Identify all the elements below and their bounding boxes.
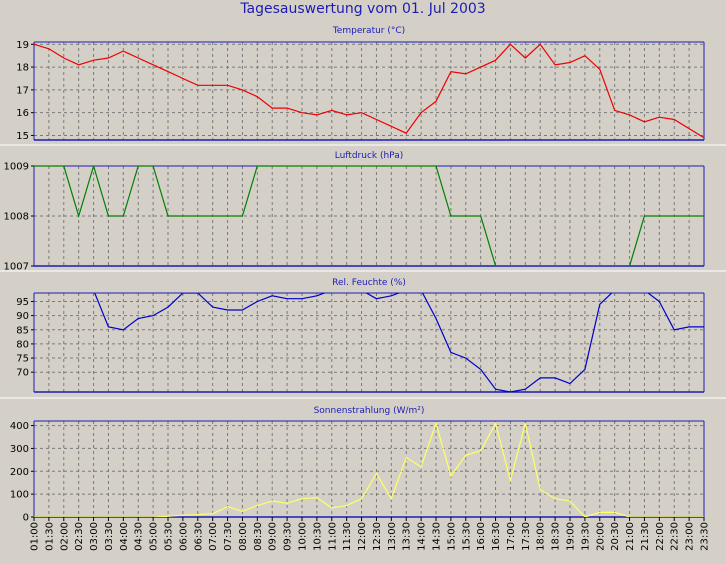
series-line-humidity — [94, 293, 704, 392]
y-tick-label: 1008 — [4, 212, 29, 223]
x-tick-label: 21:00 — [625, 522, 636, 551]
y-tick-label: 19 — [16, 40, 29, 51]
x-tick-label: 23:30 — [700, 522, 711, 551]
plot-area — [34, 166, 704, 266]
y-tick-label: 15 — [16, 131, 29, 142]
x-tick-label: 04:30 — [134, 522, 145, 551]
y-tick-label: 0 — [23, 513, 29, 524]
x-tick-label: 22:30 — [670, 522, 681, 551]
y-tick-label: 95 — [16, 297, 29, 308]
y-tick-label: 85 — [16, 325, 29, 336]
chart-temperature: Temperatur (°C) 15 16 17 18 19 — [16, 26, 705, 142]
x-tick-label: 17:30 — [521, 522, 532, 551]
chart-humidity: Rel. Feuchte (%) 70 75 80 85 90 95 — [16, 278, 705, 393]
y-tick-label: 1009 — [4, 162, 29, 173]
x-tick-label: 06:00 — [178, 522, 189, 551]
x-tick-label: 18:00 — [536, 522, 547, 551]
x-tick-label: 19:30 — [580, 522, 591, 551]
y-tick-label: 70 — [16, 368, 29, 379]
plot-area — [34, 293, 704, 392]
x-tick-label: 02:30 — [74, 522, 85, 551]
main-title: Tagesauswertung vom 01. Jul 2003 — [240, 1, 486, 17]
x-tick-label: 18:30 — [551, 522, 562, 551]
chart-title-humidity: Rel. Feuchte (%) — [332, 278, 406, 288]
plot-area — [34, 421, 704, 517]
x-tick-label: 13:30 — [402, 522, 413, 551]
x-tick-label: 21:30 — [640, 522, 651, 551]
x-tick-label: 10:00 — [298, 522, 309, 551]
x-tick-label: 16:00 — [476, 522, 487, 551]
x-tick-label: 01:30 — [44, 522, 55, 551]
plot-area — [34, 42, 704, 140]
x-tick-label: 14:00 — [417, 522, 428, 551]
x-tick-label: 11:00 — [327, 522, 338, 551]
x-tick-label: 08:30 — [253, 522, 264, 551]
chart-pressure: Luftdruck (hPa) 1007 1008 1009 — [4, 151, 705, 273]
x-tick-label: 04:00 — [119, 522, 130, 551]
x-tick-label: 22:00 — [655, 522, 666, 551]
chart-title-temperature: Temperatur (°C) — [332, 26, 405, 36]
y-tick-label: 80 — [16, 339, 29, 350]
x-tick-label: 12:00 — [357, 522, 368, 551]
x-tick-label: 05:30 — [164, 522, 175, 551]
y-tick-label: 1007 — [4, 262, 29, 273]
x-tick-label: 15:00 — [446, 522, 457, 551]
x-tick-label: 09:30 — [283, 522, 294, 551]
series-line-temperature — [34, 43, 704, 139]
x-tick-label: 03:30 — [104, 522, 115, 551]
x-tick-label: 16:30 — [491, 522, 502, 551]
x-tick-label: 12:30 — [372, 522, 383, 551]
x-tick-label: 05:00 — [149, 522, 160, 551]
x-tick-label: 03:00 — [89, 522, 100, 551]
x-tick-label: 01:00 — [30, 522, 41, 551]
chart-title-pressure: Luftdruck (hPa) — [335, 151, 404, 161]
x-tick-label: 07:00 — [208, 522, 219, 551]
y-tick-label: 18 — [16, 63, 29, 74]
y-tick-label: 200 — [10, 467, 29, 478]
x-tick-label: 17:00 — [506, 522, 517, 551]
x-tick-label: 10:30 — [312, 522, 323, 551]
y-tick-label: 75 — [16, 354, 29, 365]
x-tick-label: 23:00 — [685, 522, 696, 551]
x-tick-label: 19:00 — [566, 522, 577, 551]
x-tick-label: 02:00 — [59, 522, 70, 551]
series-line-radiation — [34, 421, 704, 517]
y-tick-label: 300 — [10, 444, 29, 455]
x-tick-label: 14:30 — [432, 522, 443, 551]
y-tick-label: 16 — [16, 108, 29, 119]
x-tick-label: 08:00 — [238, 522, 249, 551]
x-tick-label: 20:30 — [610, 522, 621, 551]
y-tick-label: 400 — [10, 421, 29, 432]
x-tick-label: 20:00 — [595, 522, 606, 551]
chart-title-radiation: Sonnenstrahlung (W/m²) — [314, 406, 425, 416]
chart-radiation: Sonnenstrahlung (W/m²) 0 100 200 300 400 01:00… — [10, 406, 711, 551]
x-tick-label: 15:30 — [461, 522, 472, 551]
x-tick-label: 09:00 — [268, 522, 279, 551]
y-tick-label: 100 — [10, 490, 29, 501]
y-tick-label: 90 — [16, 311, 29, 322]
x-tick-label: 06:30 — [193, 522, 204, 551]
x-tick-label: 11:30 — [342, 522, 353, 551]
x-tick-label: 07:30 — [223, 522, 234, 551]
x-tick-label: 13:00 — [387, 522, 398, 551]
y-tick-label: 17 — [16, 85, 29, 96]
